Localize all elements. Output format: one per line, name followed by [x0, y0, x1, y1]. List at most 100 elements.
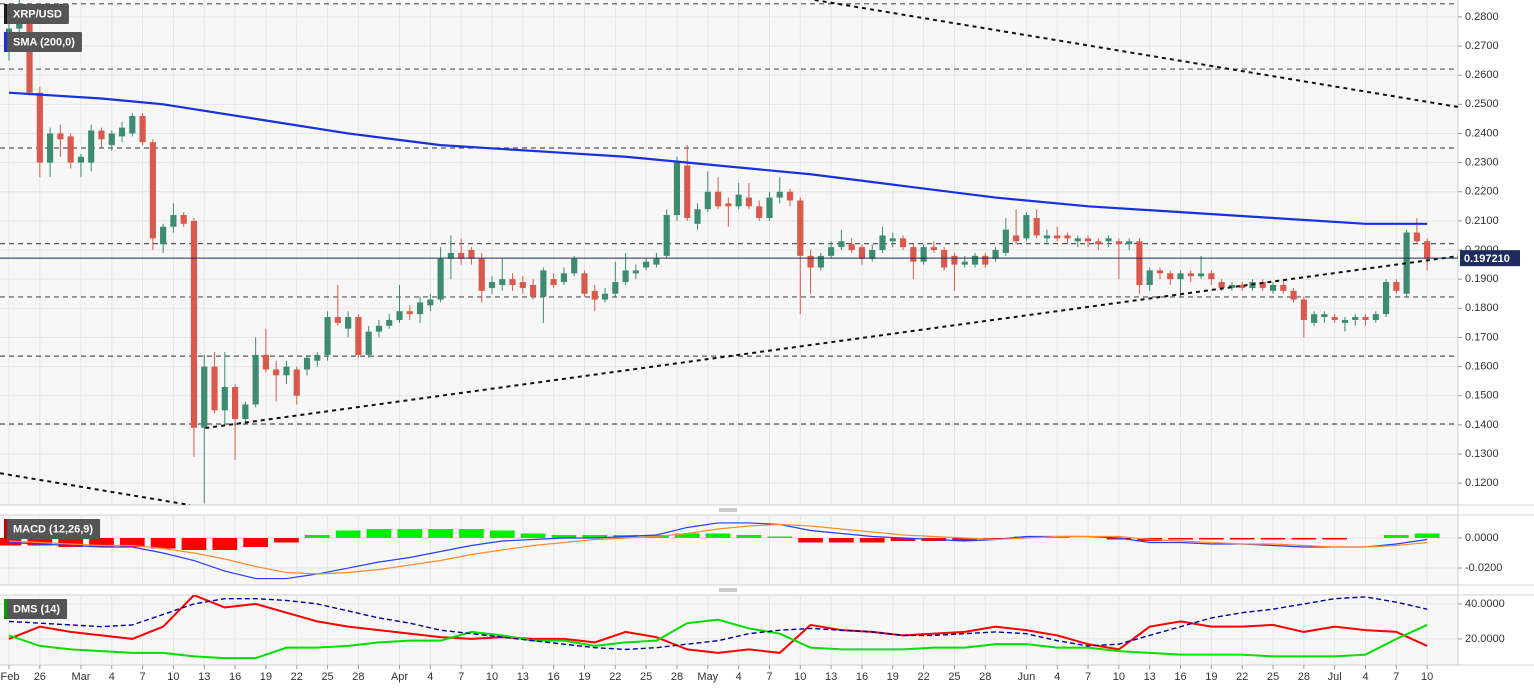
histogram-bar [551, 534, 577, 538]
x-tick-label: 13 [825, 671, 837, 683]
x-tick-label: 4 [1362, 671, 1368, 683]
candle-body [756, 206, 763, 218]
legend-box [6, 519, 101, 539]
x-tick-label: Feb [1, 671, 20, 683]
histogram-bar [397, 528, 423, 538]
candle-body [1136, 241, 1143, 285]
macd-panel [0, 515, 1458, 585]
histogram-bar [89, 537, 114, 547]
candle-body [303, 357, 311, 370]
candle-body [1013, 235, 1020, 242]
legend-swatch [4, 599, 7, 619]
y-tick-label: 0.2600 [1465, 69, 1499, 81]
legend-swatch [4, 32, 7, 52]
histogram-bar [0, 537, 22, 546]
candle-body [1321, 314, 1328, 318]
candle-body [1043, 235, 1051, 239]
y-tick-label: 0.1400 [1465, 419, 1499, 431]
legend-label: SMA (200,0) [13, 36, 75, 48]
histogram-bar [1168, 537, 1193, 540]
candle-body [437, 258, 444, 300]
candle-body [57, 133, 64, 140]
histogram-bar [489, 530, 515, 538]
candle-body [828, 247, 835, 256]
candle-body [519, 282, 526, 288]
candle-body [324, 317, 331, 355]
x-tick-label: 28 [352, 671, 364, 683]
candle-body [242, 404, 249, 420]
x-tick-label: 10 [1113, 671, 1125, 683]
last-price-box [1460, 250, 1520, 267]
candle-body [1259, 282, 1266, 288]
histogram-bar [859, 537, 885, 543]
x-tick-label: 7 [1085, 671, 1091, 683]
candle-body [920, 247, 927, 262]
histogram-bar [150, 537, 176, 549]
macd-plot [0, 522, 1440, 580]
histogram-bar [243, 537, 268, 547]
candle-body [1198, 273, 1205, 277]
resize-handle[interactable] [719, 588, 737, 592]
histogram-bar [1229, 537, 1255, 540]
candle-body [1269, 284, 1277, 291]
candle-body [530, 284, 537, 297]
y-tick-label: 0.1800 [1465, 302, 1499, 314]
y-tick-label: 0.2200 [1465, 186, 1499, 198]
candle-body [375, 325, 383, 332]
candle-body [1413, 232, 1420, 242]
candle-body [139, 115, 146, 143]
candle-body [817, 255, 824, 268]
candle-body [1300, 299, 1307, 320]
candle-body [396, 311, 403, 320]
candle-body [1095, 241, 1102, 245]
candle-body [447, 252, 454, 259]
resize-handle[interactable] [719, 508, 737, 512]
x-tick-label: 28 [1298, 671, 1310, 683]
candle-body [735, 194, 742, 207]
y-tick-label: 0.1700 [1465, 331, 1499, 343]
candle-body [1403, 232, 1410, 294]
y-tick-label: 0.2300 [1465, 157, 1499, 169]
candle-body [673, 162, 681, 216]
indicator-line [8, 522, 1428, 580]
y-tick-label: 0.1600 [1465, 360, 1499, 372]
axes: 0.1200 0.1300 0.1400 0.1500 0.1600 0.1700 0.18… [1, 11, 1520, 683]
x-tick-label: 16 [229, 671, 241, 683]
x-tick-label: 25 [640, 671, 652, 683]
candle-body [776, 191, 783, 198]
y-tick-label: 0.1500 [1465, 390, 1499, 402]
histogram-bar [767, 536, 793, 538]
candle-body [283, 366, 290, 376]
x-tick-label: 7 [140, 671, 146, 683]
candle-body [416, 302, 424, 315]
x-tick-label: 28 [671, 671, 683, 683]
candle-body [807, 255, 814, 268]
candle-body [221, 386, 228, 411]
candle-body [941, 250, 948, 268]
candle-body [262, 354, 269, 370]
candle-body [509, 279, 516, 285]
x-tick-label: 16 [548, 671, 560, 683]
indicator-line [8, 618, 1428, 660]
y-tick-label: 40.0000 [1465, 598, 1505, 610]
last-price-label: 0.197210 [1464, 253, 1510, 265]
candle-body [992, 250, 999, 259]
histogram-bar [1291, 537, 1317, 540]
candle-body [1208, 273, 1215, 280]
candle-body [869, 250, 876, 259]
x-tick-label: 28 [979, 671, 991, 683]
candle-body [1167, 273, 1174, 280]
x-tick-label: 7 [766, 671, 772, 683]
candle-body [293, 369, 300, 396]
candle-body [591, 290, 598, 300]
x-tick-label: 4 [109, 671, 115, 683]
indicator-line [8, 523, 1428, 575]
x-tick-label: 13 [517, 671, 529, 683]
candle-body [273, 369, 280, 376]
histogram-bar [119, 537, 145, 547]
trend-line [205, 255, 1458, 430]
candle-body [653, 258, 660, 265]
x-tick-label: May [697, 671, 718, 683]
